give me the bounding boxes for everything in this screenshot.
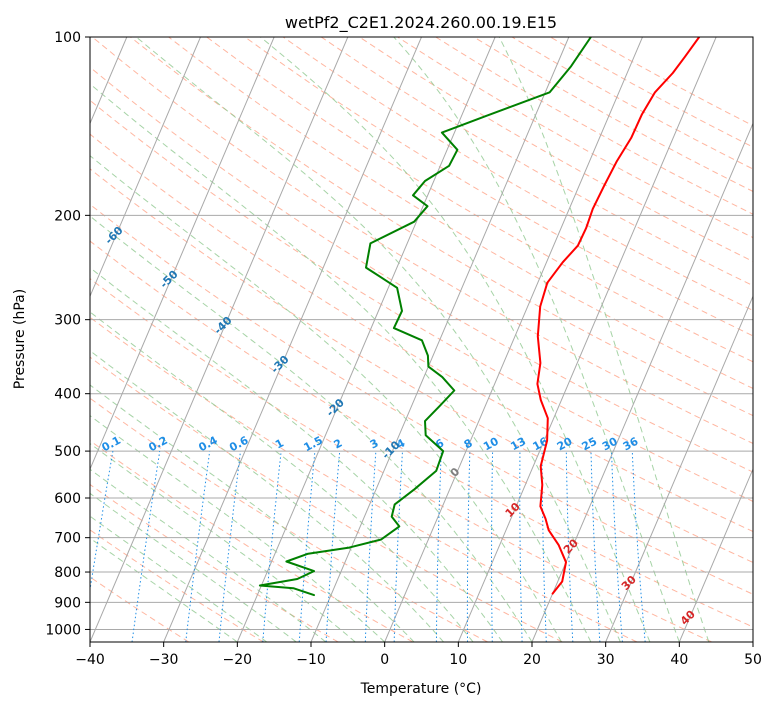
y-tick-label: 1000 bbox=[45, 622, 81, 638]
x-tick-label: 40 bbox=[670, 652, 688, 668]
moist-adiabat-line bbox=[90, 267, 503, 642]
mixing-ratio-line bbox=[185, 451, 211, 642]
mixing-ratio-label: 10 bbox=[481, 435, 501, 454]
isotherm-line bbox=[90, 37, 201, 298]
moist-adiabat-line bbox=[393, 37, 680, 642]
x-tick-label: 20 bbox=[523, 652, 541, 668]
moist-adiabat-line bbox=[498, 37, 710, 642]
isotherm-line bbox=[384, 37, 643, 642]
moist-adiabat-line bbox=[260, 37, 651, 642]
moist-adiabat-line bbox=[90, 384, 415, 642]
y-tick-label: 400 bbox=[54, 387, 81, 403]
dry-adiabat-line bbox=[282, 37, 753, 312]
x-tick-label: −10 bbox=[296, 652, 326, 668]
x-tick-label: −40 bbox=[75, 652, 105, 668]
y-tick-label: 100 bbox=[54, 30, 81, 46]
chart-title: wetPf2_C2E1.2024.260.00.19.E15 bbox=[285, 13, 557, 33]
dry-adiabat-line bbox=[90, 99, 753, 502]
isotherm-line bbox=[90, 37, 275, 471]
axis-ticks: −40 −30 −20 −10 0 10 20 30 40 50 100 200 300 400 500 60… bbox=[45, 30, 762, 668]
dry-adiabat-line bbox=[90, 356, 563, 642]
moist-adiabat-line bbox=[90, 415, 386, 642]
mixing-ratio-line bbox=[262, 451, 282, 642]
plot-frame bbox=[89, 36, 754, 643]
mixing-ratio-line bbox=[218, 451, 241, 642]
mixing-ratio-label: 13 bbox=[508, 435, 528, 454]
dry-adiabat-line bbox=[130, 37, 753, 417]
isotherm-line bbox=[678, 467, 753, 642]
isotherm-line bbox=[531, 122, 753, 642]
y-tick-label: 300 bbox=[54, 313, 81, 329]
mixing-ratio-label: 36 bbox=[621, 435, 641, 454]
y-tick-label: 900 bbox=[54, 595, 81, 611]
dry-adiabat-line bbox=[91, 37, 753, 445]
dry-adiabat-line bbox=[90, 240, 753, 628]
dry-adiabat-line bbox=[90, 316, 638, 642]
mixing-ratio-line bbox=[631, 451, 646, 642]
mixing-ratio-line bbox=[90, 451, 114, 593]
mixing-ratio-line bbox=[131, 451, 161, 642]
x-tick-label: −30 bbox=[149, 652, 179, 668]
y-tick-label: 800 bbox=[54, 565, 81, 581]
y-tick-label: 600 bbox=[54, 491, 81, 507]
y-tick-label: 500 bbox=[54, 444, 81, 460]
y-tick-label: 200 bbox=[54, 208, 81, 224]
dry-adiabat-line bbox=[90, 278, 712, 642]
temperature-profile-line bbox=[536, 37, 701, 595]
moist-adiabat-line bbox=[90, 468, 327, 642]
dry-adiabat-line bbox=[90, 203, 753, 595]
isotherm-line bbox=[310, 37, 570, 642]
mixing-ratio-label: 20 bbox=[555, 435, 575, 454]
isotherm-line bbox=[457, 37, 717, 642]
moist-adiabat-line bbox=[90, 442, 356, 642]
moist-adiabat-line bbox=[90, 350, 444, 642]
isotherm-line bbox=[163, 37, 422, 642]
mixing-ratio-label: 25 bbox=[580, 435, 600, 454]
moist-adiabat-line bbox=[90, 155, 562, 642]
x-tick-label: 0 bbox=[380, 652, 389, 668]
y-axis-title: Pressure (hPa) bbox=[12, 289, 28, 389]
x-tick-label: 10 bbox=[449, 652, 467, 668]
moist-adiabat-line bbox=[135, 37, 621, 642]
dry-adiabat-line bbox=[244, 37, 753, 337]
mixing-ratio-label: 30 bbox=[600, 435, 620, 454]
background-lines bbox=[90, 37, 753, 642]
y-tick-label: 700 bbox=[54, 531, 81, 547]
isotherm-line bbox=[90, 37, 349, 642]
x-tick-label: 50 bbox=[744, 652, 762, 668]
dewpoint-profile-line bbox=[258, 37, 592, 597]
dry-adiabat-line bbox=[168, 37, 753, 389]
x-tick-label: −20 bbox=[223, 652, 253, 668]
dry-adiabat-line bbox=[90, 483, 339, 642]
x-tick-label: 30 bbox=[597, 652, 615, 668]
moist-adiabat-line bbox=[90, 311, 474, 642]
mixing-ratio-line bbox=[298, 451, 316, 642]
profile-lines bbox=[258, 37, 701, 597]
dry-adiabat-line bbox=[90, 529, 264, 642]
isotherm-line bbox=[236, 37, 496, 642]
x-axis-title: Temperature (°C) bbox=[360, 681, 482, 697]
isotherm-line bbox=[605, 295, 753, 642]
